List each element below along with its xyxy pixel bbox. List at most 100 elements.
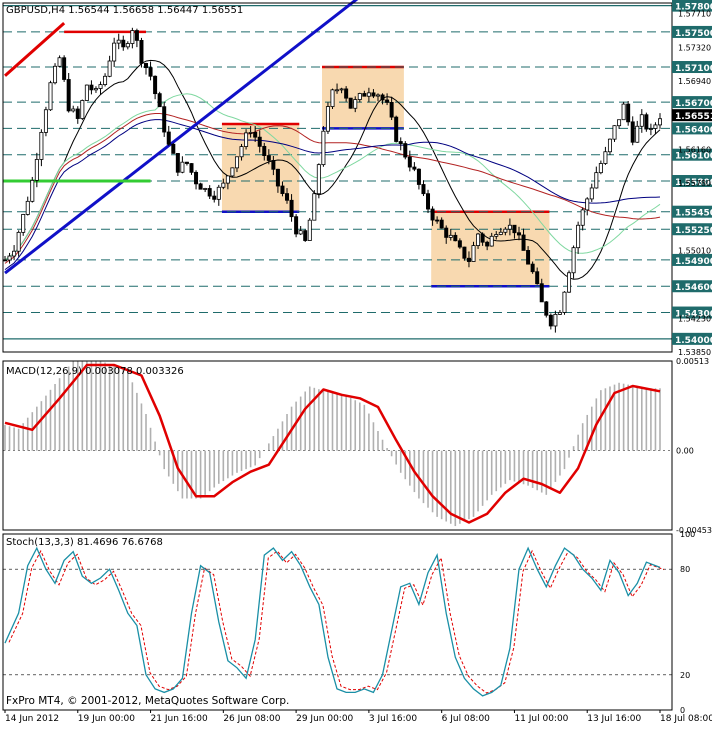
- candle-body: [453, 234, 458, 242]
- stoch-pane-frame: [2, 533, 673, 711]
- candle-body: [489, 235, 494, 247]
- candle-body: [653, 124, 658, 129]
- candle-body: [262, 145, 267, 156]
- price-level-tag: [672, 61, 712, 74]
- price-level-label: 1.56700: [675, 99, 712, 109]
- candle-body: [626, 103, 631, 123]
- candle-body: [194, 171, 199, 185]
- candle-body: [444, 227, 449, 238]
- candle-body: [125, 43, 130, 48]
- price-axis-tick: 1.53850: [678, 348, 711, 357]
- candle-body: [416, 168, 421, 185]
- candle-body: [98, 84, 103, 89]
- candle-body: [239, 146, 244, 158]
- ma-green-line: [4, 93, 661, 261]
- candle-body: [330, 89, 335, 107]
- price-axis-tick: 1.57710: [678, 10, 711, 19]
- candle-body: [171, 143, 176, 154]
- candle-body: [112, 42, 117, 62]
- price-level-label: 1.56400: [675, 125, 712, 135]
- candle-body: [394, 116, 399, 142]
- stoch-axis-tick: 0: [680, 706, 685, 715]
- candle-body: [312, 193, 317, 221]
- price-level-tag: [672, 0, 712, 12]
- macd-axis-tick: -0.00453: [676, 526, 712, 535]
- candle-body: [435, 219, 440, 222]
- price-level-label: 1.57800: [675, 3, 712, 13]
- price-level-tag: [672, 253, 712, 266]
- candle-body: [385, 99, 390, 103]
- candle-body: [344, 88, 349, 99]
- candle-body: [485, 241, 490, 247]
- candle-body: [303, 230, 308, 241]
- candle-body: [607, 138, 612, 153]
- price-level-label: 1.55250: [675, 226, 712, 236]
- stoch-axis-tick: 100: [680, 530, 695, 539]
- candle-body: [516, 232, 521, 236]
- price-level-tag: [672, 223, 712, 236]
- price-level-tag: [672, 306, 712, 319]
- candle-body: [380, 94, 385, 101]
- candle-body: [567, 272, 572, 293]
- main-pane-frame: [2, 2, 673, 353]
- candle-body: [630, 121, 635, 143]
- candle-body: [257, 136, 262, 147]
- candle-body: [225, 175, 230, 184]
- candle-body: [594, 172, 599, 189]
- candle-body: [212, 195, 217, 200]
- price-level-tag: [672, 280, 712, 293]
- candle-body: [203, 188, 208, 190]
- candle-body: [266, 155, 271, 161]
- candle-body: [648, 128, 653, 130]
- macd-axis-tick: 0.00: [676, 447, 694, 456]
- trend-line-blue: [4, 0, 359, 275]
- candle-body: [503, 228, 508, 233]
- range-box: [322, 67, 404, 129]
- candle-body: [348, 97, 353, 109]
- price-axis-tick: 1.56940: [678, 77, 711, 86]
- candle-body: [48, 82, 53, 111]
- candle-body: [7, 255, 12, 261]
- candle-body: [466, 257, 471, 262]
- candle-body: [325, 106, 330, 132]
- price-level-label: 1.57100: [675, 64, 712, 74]
- candle-body: [30, 179, 35, 202]
- time-axis-label: 13 Jul 16:00: [587, 714, 641, 724]
- candle-body: [103, 75, 108, 85]
- candle-body: [507, 224, 512, 230]
- price-level-tag: [672, 25, 712, 38]
- price-level-label: 1.54600: [675, 283, 712, 293]
- price-axis-tick: 1.55010: [678, 246, 711, 255]
- price-level-label: 1.56100: [675, 152, 712, 162]
- current-price-tag: [672, 109, 712, 122]
- candle-body: [375, 94, 380, 97]
- macd-pane-frame: [2, 360, 673, 531]
- candle-body: [130, 30, 135, 44]
- candle-body: [216, 186, 221, 200]
- candle-body: [25, 200, 30, 215]
- time-axis-label: 26 Jun 08:00: [223, 714, 280, 724]
- candle-body: [580, 209, 585, 226]
- time-axis-label: 18 Jul 08:00: [660, 714, 712, 724]
- stoch-main-line: [4, 546, 661, 697]
- price-axis-tick: 1.56160: [678, 145, 711, 154]
- candle-body: [80, 100, 85, 119]
- price-level-label: 1.54300: [675, 310, 712, 320]
- candle-body: [644, 114, 649, 130]
- candle-body: [139, 40, 144, 64]
- candle-body: [21, 214, 26, 233]
- candle-body: [335, 89, 340, 92]
- price-axis-tick: 1.57320: [678, 44, 711, 53]
- candle-body: [180, 161, 185, 173]
- price-level-tag: [672, 122, 712, 135]
- candle-body: [57, 57, 62, 67]
- candle-body: [316, 164, 321, 195]
- candle-body: [562, 291, 567, 313]
- candle-body: [357, 93, 362, 100]
- candle-body: [403, 143, 408, 158]
- candle-body: [34, 159, 39, 181]
- candle-body: [53, 65, 58, 84]
- candle-body: [539, 283, 544, 303]
